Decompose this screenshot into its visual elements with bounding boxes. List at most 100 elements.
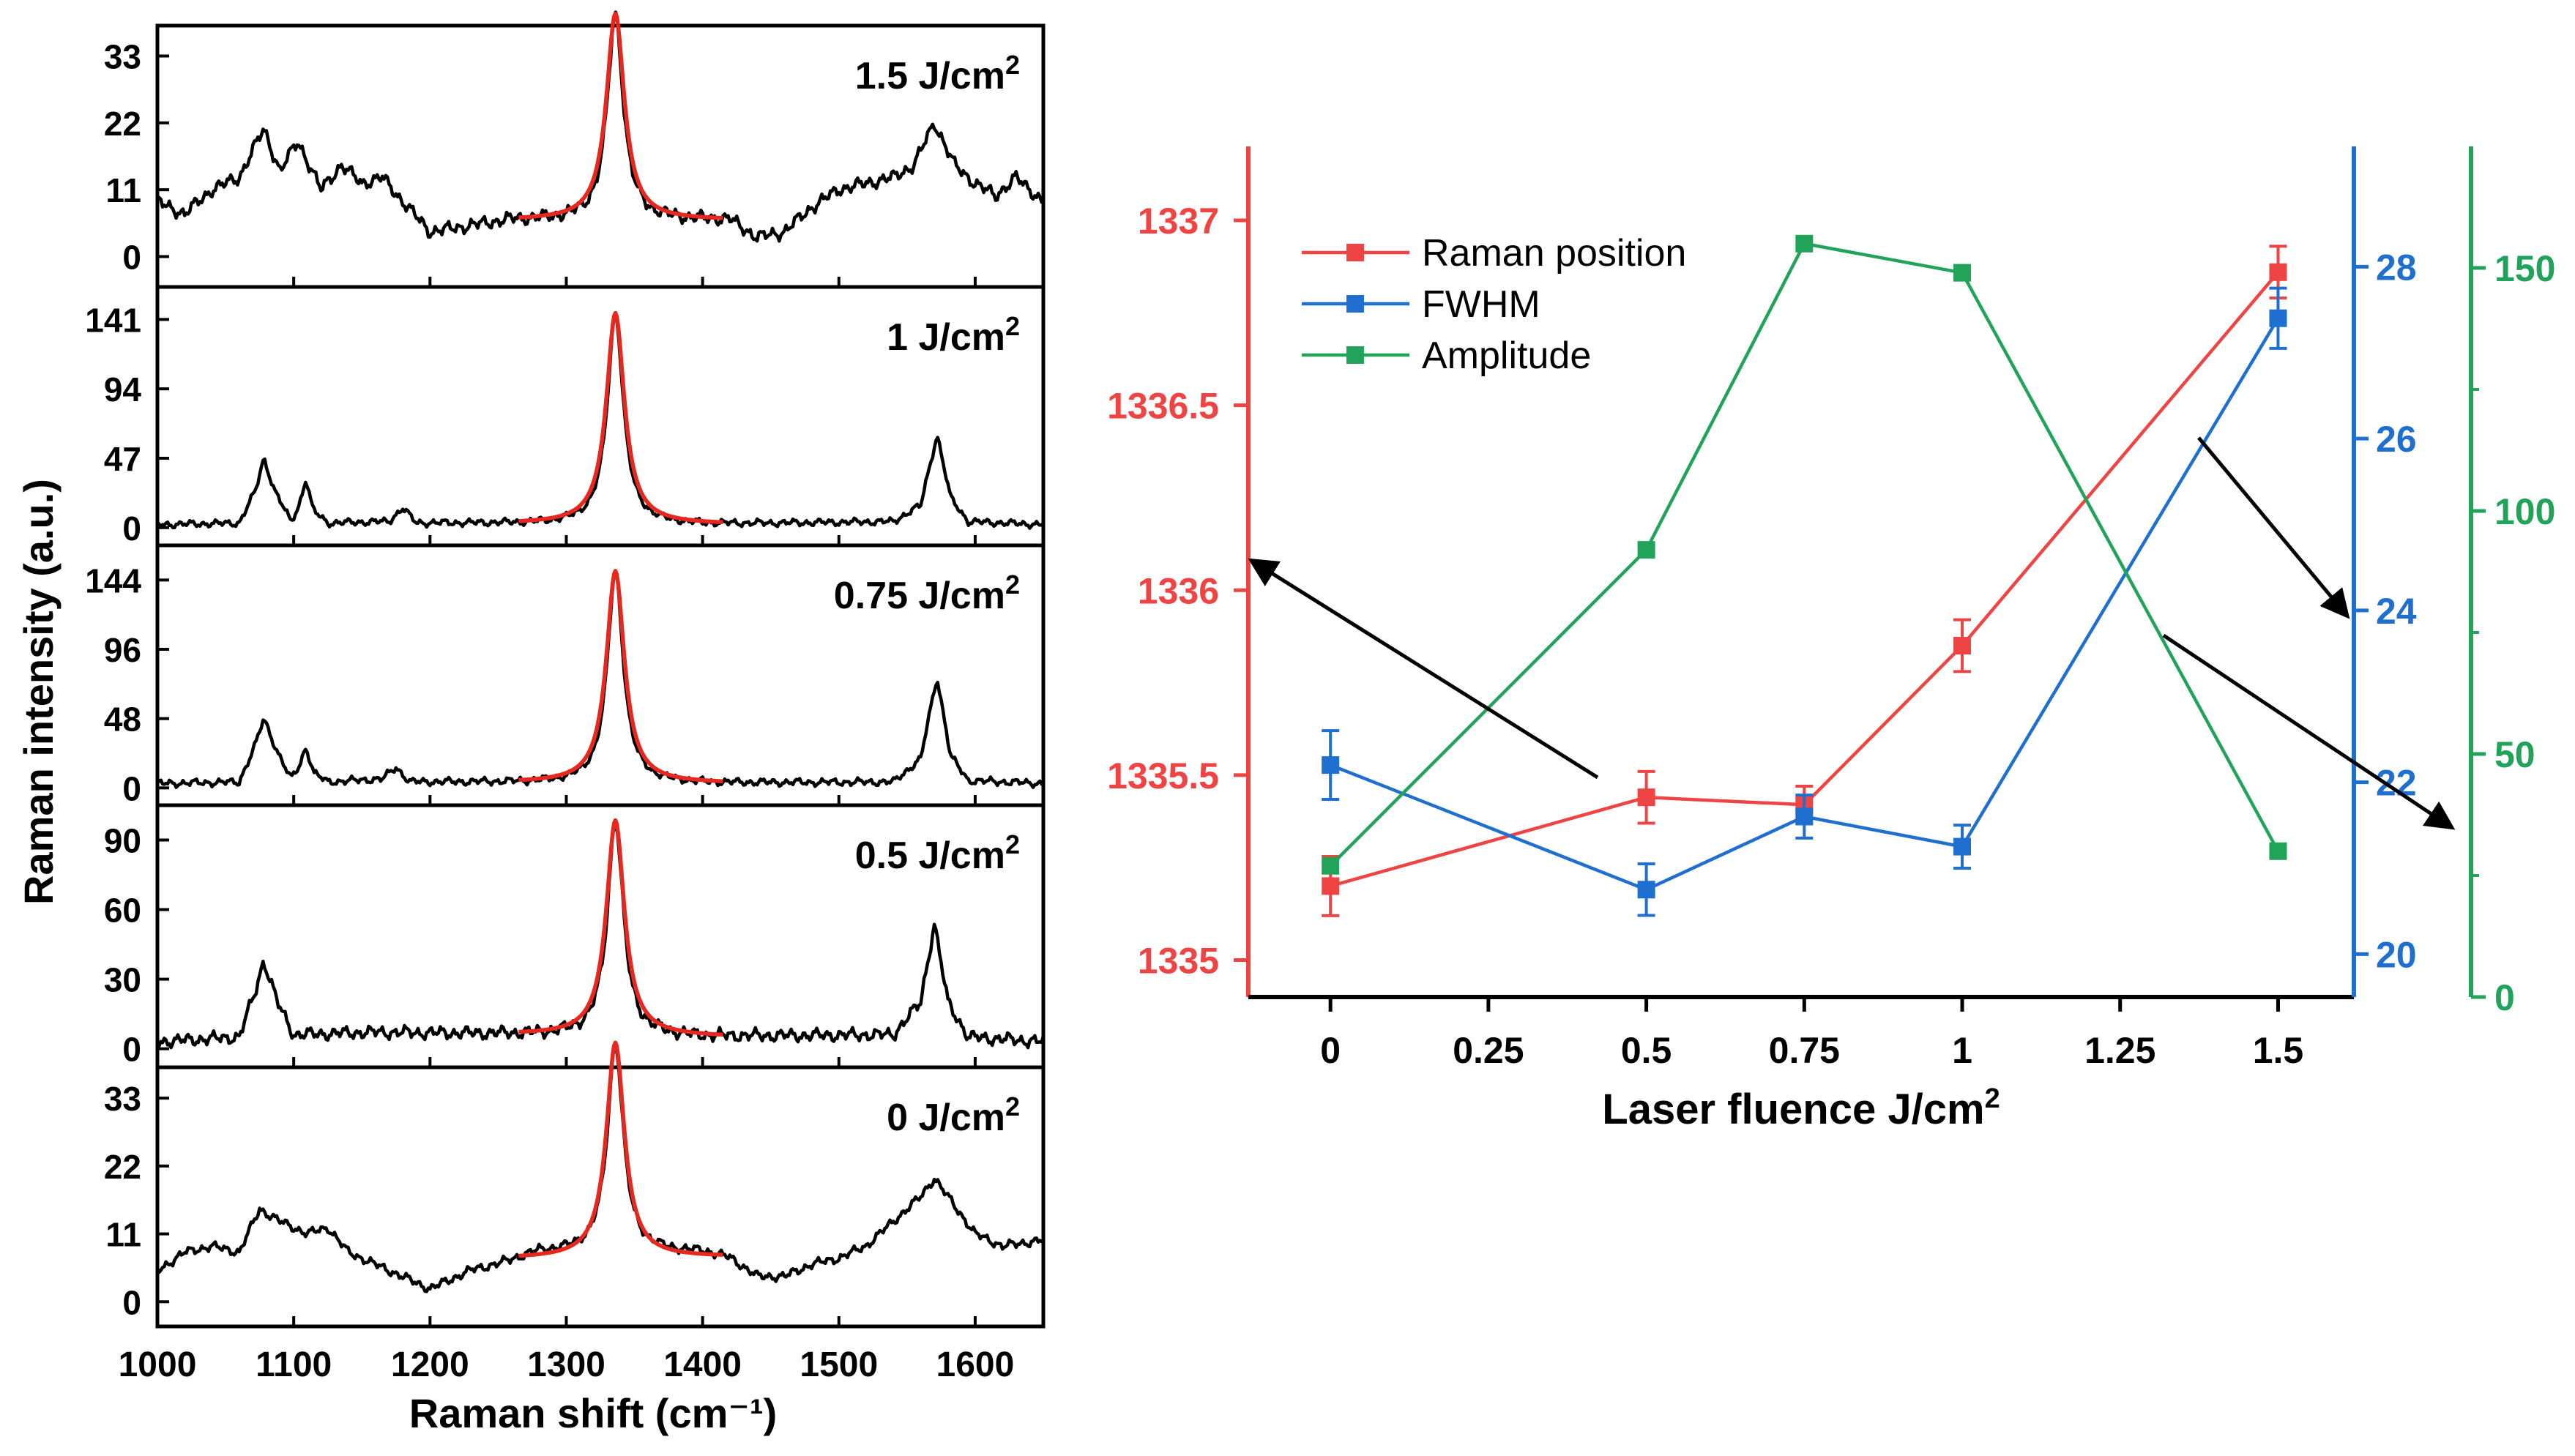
data-point-marker <box>1795 234 1814 253</box>
panel-label: 0.75 J/cm2 <box>834 570 1020 617</box>
data-point-marker <box>2269 842 2287 860</box>
y-tick-label: 0 <box>122 769 141 807</box>
left-y-tick-label: 1335.5 <box>1107 755 1219 796</box>
data-point-marker <box>2269 263 2287 281</box>
legend-item: Amplitude <box>1302 335 1591 377</box>
y-tick-label: 47 <box>104 440 141 478</box>
data-point-marker <box>1795 807 1814 826</box>
panel-label-base: 0.75 J/cm <box>834 575 1005 617</box>
panel-label-superscript: 2 <box>1005 570 1020 600</box>
x-tick-label: 0.5 <box>1621 1030 1672 1071</box>
panel-label-superscript: 2 <box>1005 50 1020 80</box>
x-tick-label: 0.25 <box>1453 1030 1524 1071</box>
y-tick-label: 94 <box>104 370 142 408</box>
x-tick-label: 0.75 <box>1769 1030 1840 1071</box>
data-point-marker <box>1322 756 1340 774</box>
data-point-marker <box>1953 264 1972 282</box>
panel-label-superscript: 2 <box>1005 829 1020 859</box>
spectrum-panel: 0 11 22 33 0 J/cm2 <box>104 1040 1046 1329</box>
left-y-tick-label: 1337 <box>1138 201 1219 242</box>
legend-marker <box>1346 295 1364 313</box>
series-fwhm <box>1322 286 2287 917</box>
lorentzian-fit-line <box>518 1040 724 1258</box>
panel-label: 1 J/cm2 <box>887 311 1020 359</box>
x-axis-label-superscript: 2 <box>1985 1083 2000 1114</box>
axis-pointer-arrows <box>1248 436 2456 830</box>
legend-marker <box>1346 244 1364 261</box>
y-tick-label: 0 <box>122 1031 141 1069</box>
y-tick-label: 11 <box>105 1216 141 1254</box>
panel-frame <box>155 1065 1046 1329</box>
amplitude-y-tick-label: 150 <box>2494 248 2555 289</box>
spectrum-line <box>157 10 1044 243</box>
fwhm-y-tick-label: 24 <box>2376 591 2417 632</box>
arrow-to-amplitude-axis <box>2162 633 2456 830</box>
data-point-marker <box>1637 541 1655 559</box>
multi-axis-frame: 0 0.25 0.5 0.75 1 1.25 1.5 1335 1335.5 1336 1336.5… <box>1107 146 2555 1071</box>
left-y-tick-label: 1335 <box>1138 940 1219 981</box>
spectrum-panel: 0 47 94 141 1 J/cm2 <box>85 285 1046 548</box>
x-tick-label: 0 <box>1320 1030 1341 1071</box>
x-tick-label: 1400 <box>663 1345 742 1384</box>
legend-label: Raman position <box>1422 232 1686 275</box>
y-tick-label: 0 <box>122 1283 141 1321</box>
legend-label: FWHM <box>1422 283 1540 326</box>
panel-label-base: 0.5 J/cm <box>855 835 1005 877</box>
x-tick-label: 1300 <box>527 1345 605 1384</box>
x-axis-label-base: Laser fluence J/cm <box>1602 1086 1984 1133</box>
fwhm-y-tick-label: 20 <box>2376 934 2417 975</box>
y-tick-label: 33 <box>104 38 141 76</box>
data-point-marker <box>1637 881 1655 899</box>
legend-marker <box>1346 346 1364 364</box>
y-axis-label: Raman intensity (a.u.) <box>15 479 62 905</box>
spectrum-panel: 0 30 60 90 0.5 J/cm2 <box>104 803 1046 1069</box>
series-group <box>1322 234 2287 917</box>
panel-label-base: 0 J/cm <box>887 1097 1005 1139</box>
x-tick-label: 1.25 <box>2084 1030 2155 1071</box>
y-tick-label: 48 <box>104 701 141 739</box>
left-y-tick-label: 1336.5 <box>1107 386 1219 427</box>
x-tick-label: 1600 <box>936 1345 1015 1384</box>
lorentzian-fit-line <box>518 569 724 784</box>
amplitude-y-tick-label: 50 <box>2494 734 2535 775</box>
legend-label: Amplitude <box>1422 335 1591 377</box>
legend: Raman position FWHM Amplitude <box>1302 232 1686 377</box>
arrow-to-fwhm-axis <box>2197 436 2350 619</box>
fwhm-y-tick-label: 26 <box>2376 419 2417 460</box>
data-point-marker <box>1637 788 1655 807</box>
x-axis-label: Laser fluence J/cm2 <box>1602 1083 2000 1133</box>
lorentzian-fit-line <box>518 11 724 220</box>
y-tick-label: 22 <box>104 105 141 143</box>
amplitude-y-tick-label: 100 <box>2494 491 2555 532</box>
panel-label: 0.5 J/cm2 <box>855 829 1020 877</box>
panel-label: 0 J/cm2 <box>887 1091 1020 1139</box>
y-tick-label: 141 <box>85 301 141 339</box>
spectrum-panel: 0 48 96 144 0.75 J/cm2 <box>85 543 1046 807</box>
panel-label-superscript: 2 <box>1005 1091 1020 1121</box>
data-point-marker <box>1953 837 1972 856</box>
fwhm-y-tick-label: 28 <box>2376 247 2417 288</box>
x-tick-label: 1 <box>1952 1030 1972 1071</box>
series-amplitude <box>1322 234 2287 875</box>
y-tick-label: 144 <box>85 561 141 600</box>
x-tick-label: 1.5 <box>2253 1030 2304 1071</box>
data-point-marker <box>1322 856 1340 875</box>
spectrum-line <box>157 569 1044 789</box>
x-tick-label: 1000 <box>119 1345 197 1384</box>
y-tick-label: 90 <box>104 822 141 860</box>
spectrum-line <box>155 1043 1045 1293</box>
y-tick-label: 0 <box>122 509 141 548</box>
x-tick-label: 1500 <box>800 1345 878 1384</box>
lorentzian-fit-line <box>518 818 724 1037</box>
x-tick-label: 1100 <box>256 1345 332 1384</box>
shared-x-axis: 1000 1100 1200 1300 1400 1500 1600 <box>119 1345 1015 1384</box>
left-y-tick-label: 1336 <box>1138 570 1219 611</box>
data-point-marker <box>1322 877 1340 895</box>
y-tick-label: 30 <box>104 961 141 999</box>
panel-label: 1.5 J/cm2 <box>855 50 1020 97</box>
y-tick-label: 22 <box>104 1148 141 1186</box>
y-tick-label: 60 <box>104 892 141 930</box>
